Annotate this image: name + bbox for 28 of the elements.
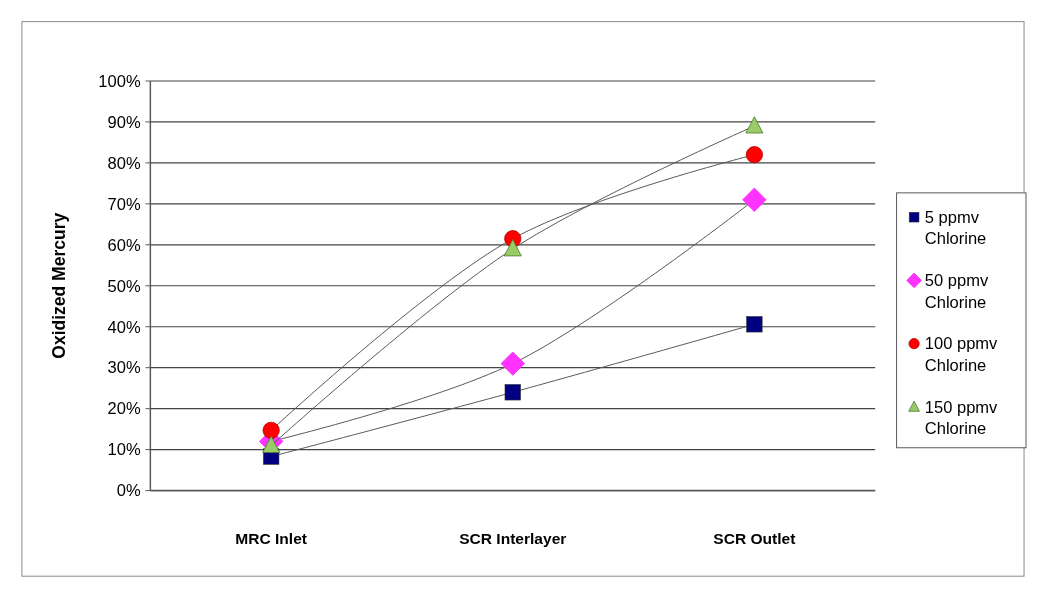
y-tick-label: 60%: [107, 235, 141, 255]
x-tick-label: SCR Interlayer: [459, 530, 567, 548]
point: [504, 384, 521, 401]
point: [503, 239, 522, 257]
y-tick-label: 20%: [107, 399, 141, 419]
legend-label: 5 ppmv Chlorine: [924, 207, 987, 249]
x-tick-label: SCR Outlet: [713, 530, 796, 548]
point: [262, 421, 280, 439]
y-tick-label: 80%: [107, 153, 141, 173]
point: [742, 187, 767, 212]
point: [746, 316, 763, 333]
y-tick-label: 90%: [107, 112, 141, 132]
point: [745, 146, 763, 164]
legend-label: 100 ppmv Chlorine: [924, 334, 999, 375]
legend-label: 50 ppmv Chlorine: [924, 271, 989, 312]
point: [500, 351, 525, 376]
x-tick-label: MRC Inlet: [235, 530, 307, 548]
y-tick-label: 70%: [107, 194, 141, 214]
y-tick-label: 30%: [107, 358, 141, 378]
y-tick-label: 100%: [98, 71, 141, 91]
y-axis-title: Oxidized Mercury: [48, 212, 69, 359]
y-tick-label: 50%: [107, 276, 141, 296]
legend-label: 150 ppmv Chlorine: [924, 397, 999, 439]
point: [745, 116, 764, 134]
y-tick-label: 10%: [107, 440, 141, 460]
y-tick-label: 0%: [116, 481, 141, 501]
point: [262, 435, 281, 453]
y-tick-label: 40%: [107, 317, 141, 337]
